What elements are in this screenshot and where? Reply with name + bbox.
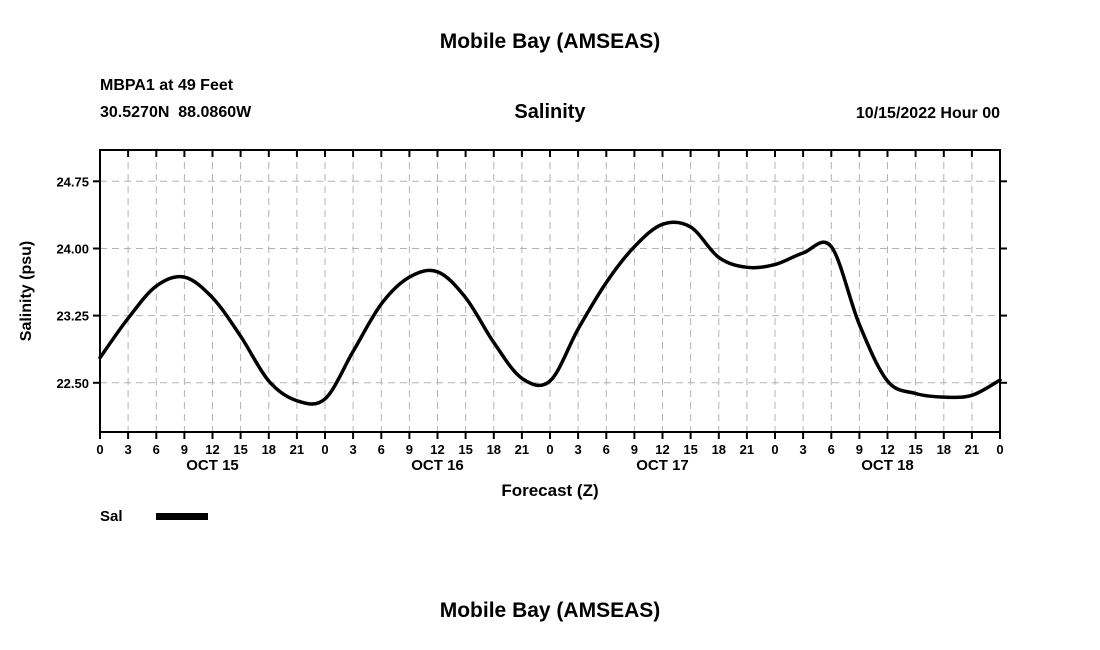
legend-entry-label: Sal [100, 508, 123, 525]
x-tick-label: 18 [937, 442, 951, 457]
x-tick-label: 12 [655, 442, 669, 457]
x-tick-label: 12 [205, 442, 219, 457]
x-tick-label: 15 [683, 442, 697, 457]
x-tick-label: 15 [458, 442, 472, 457]
x-tick-label: 0 [771, 442, 778, 457]
y-tick-label: 24.00 [56, 242, 89, 257]
day-label: OCT 16 [411, 457, 464, 474]
station-name: MBPA1 at 49 Feet [100, 77, 234, 94]
y-tick-label: 22.50 [56, 376, 89, 391]
x-tick-label: 9 [856, 442, 863, 457]
x-tick-label: 12 [430, 442, 444, 457]
x-tick-label: 21 [965, 442, 979, 457]
page-title-bottom: Mobile Bay (AMSEAS) [439, 599, 661, 622]
x-tick-label: 12 [880, 442, 894, 457]
x-tick-label: 21 [740, 442, 754, 457]
legend-line-swatch [155, 513, 208, 520]
x-tick-label: 3 [799, 442, 806, 457]
x-tick-label: 21 [515, 442, 529, 457]
day-label: OCT 17 [636, 457, 689, 474]
x-tick-label: 15 [233, 442, 247, 457]
x-tick-label: 0 [96, 442, 103, 457]
x-tick-label: 6 [603, 442, 610, 457]
x-tick-label: 9 [406, 442, 413, 457]
x-tick-label: 3 [124, 442, 131, 457]
x-tick-label: 0 [321, 442, 328, 457]
x-tick-label: 9 [181, 442, 188, 457]
x-tick-label: 18 [712, 442, 726, 457]
legend: Sal [100, 508, 208, 525]
x-tick-label: 18 [262, 442, 276, 457]
x-tick-label: 3 [349, 442, 356, 457]
model-run-datetime: 10/15/2022 Hour 00 [855, 105, 1000, 122]
x-tick-label: 6 [378, 442, 385, 457]
x-axis-label: Forecast (Z) [501, 481, 599, 500]
x-tick-label: 15 [908, 442, 922, 457]
y-tick-label: 23.25 [56, 309, 89, 324]
station-coordinates: 30.5270N 88.0860W [100, 104, 252, 121]
x-tick-label: 9 [631, 442, 638, 457]
x-tick-label: 6 [828, 442, 835, 457]
day-label: OCT 15 [186, 457, 239, 474]
x-tick-label: 6 [153, 442, 160, 457]
page-title-top: Mobile Bay (AMSEAS) [439, 30, 661, 53]
x-tick-label: 3 [574, 442, 581, 457]
x-tick-label: 0 [546, 442, 553, 457]
y-tick-label: 24.75 [56, 174, 89, 189]
plot-title: Salinity [514, 101, 586, 123]
salinity-line [98, 220, 1002, 406]
x-tick-label: 0 [996, 442, 1003, 457]
day-label: OCT 18 [861, 457, 914, 474]
x-tick-label: 18 [487, 442, 501, 457]
x-tick-label: 21 [290, 442, 304, 457]
